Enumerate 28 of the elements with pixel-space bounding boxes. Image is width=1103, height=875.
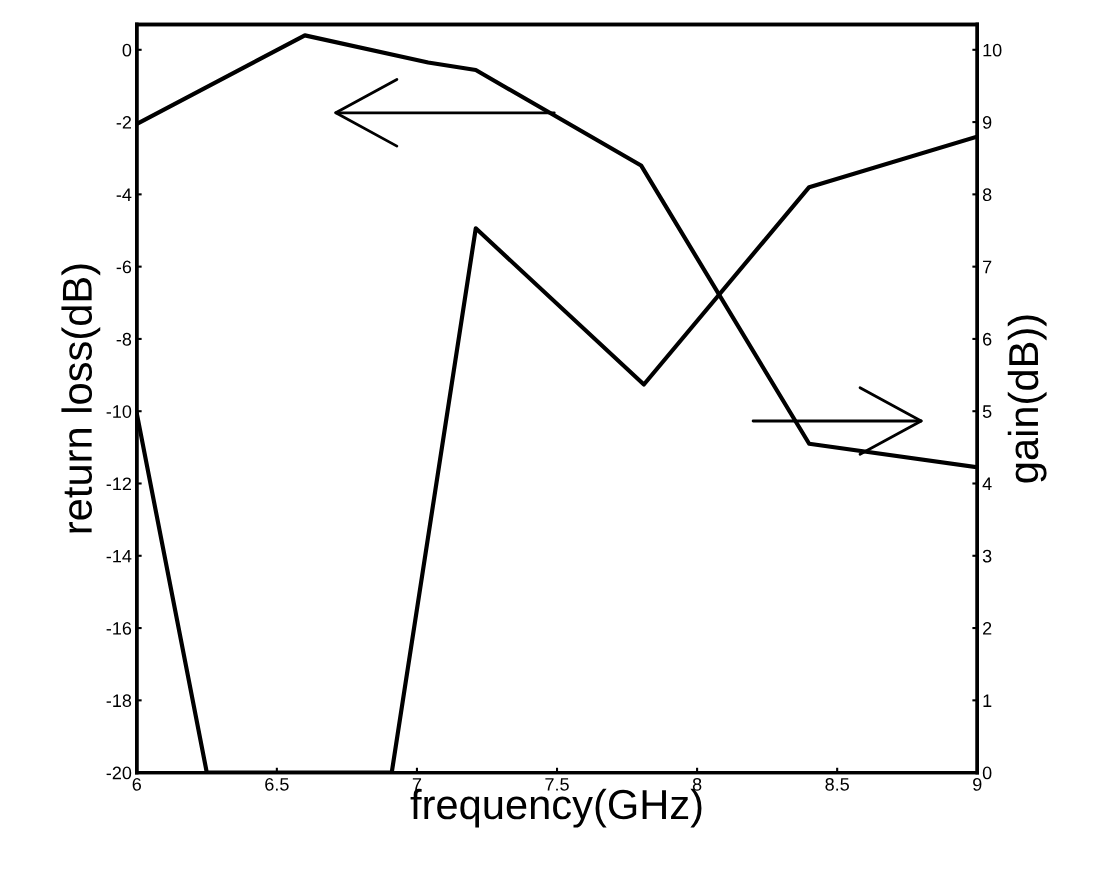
y2-tick-label: 1 [983,694,992,707]
y-tick-label: -14 [106,549,132,563]
y-tick-label: -16 [106,621,132,635]
y-tick-label: -10 [106,405,132,418]
y2-tick-label: 0 [982,766,992,780]
y-tick-label: -6 [116,260,132,274]
x-tick-label: 6.5 [265,777,289,791]
x-tick-label: 8.5 [825,777,849,791]
y-tick-label: -18 [106,694,132,708]
y2-tick-label: 7 [983,260,992,274]
y2-tick-label: 10 [983,43,1002,57]
y2-tick-label: 5 [982,405,992,418]
y-tick-label: -12 [106,477,132,491]
y-tick-label: -4 [116,188,132,201]
y2-tick-label: 3 [982,549,992,563]
y-tick-label: -8 [116,332,132,346]
y2-tick-label: 8 [982,188,992,202]
y2-tick-label: 2 [983,621,992,635]
x-tick-label: 9 [973,777,982,791]
y2-tick-label: 9 [982,116,992,129]
y2-axis-title: gain(dB)) [1007,315,1047,483]
y-tick-label: -20 [106,766,132,780]
x-tick-label: 6 [132,777,141,791]
y2-tick-label: 6 [983,332,992,346]
y-tick-label: -2 [116,116,132,129]
y-axis-title: return loss(dB) [61,264,101,533]
y2-tick-label: 4 [982,477,992,491]
y-tick-label: 0 [122,43,132,57]
